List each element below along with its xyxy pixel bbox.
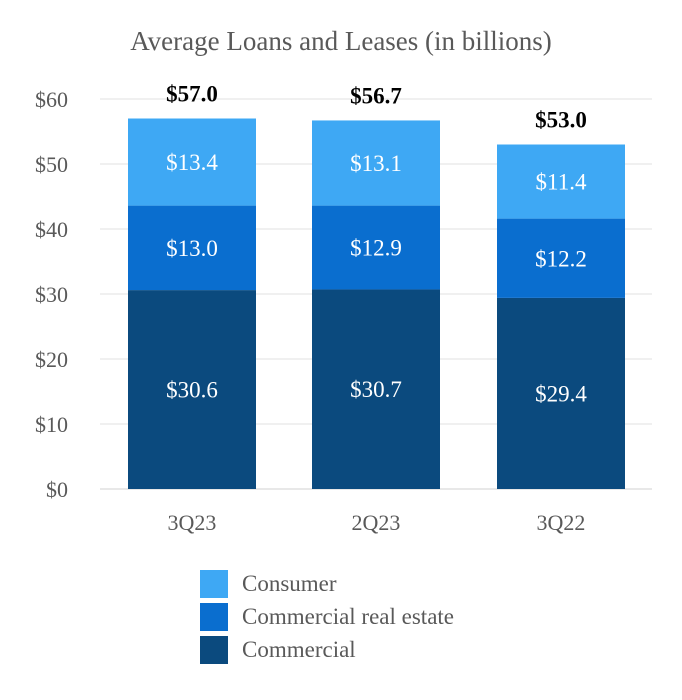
legend-label: Consumer — [242, 570, 337, 596]
segment-value-label: $30.7 — [350, 377, 402, 402]
y-tick-label: $40 — [35, 217, 68, 242]
y-tick-label: $30 — [35, 282, 68, 307]
bar-segment — [128, 205, 256, 291]
segment-value-label: $29.4 — [535, 381, 587, 406]
total-value-label: $53.0 — [535, 108, 587, 133]
segment-value-label: $12.2 — [535, 246, 587, 271]
total-value-label: $57.0 — [166, 82, 218, 107]
total-value-label: $56.7 — [350, 83, 402, 108]
chart-title: Average Loans and Leases (in billions) — [130, 26, 552, 56]
bar-segment — [312, 120, 440, 206]
x-tick-label: 3Q22 — [537, 510, 586, 535]
segment-value-label: $13.4 — [166, 150, 218, 175]
legend-item: Commercial — [200, 634, 454, 665]
x-tick-label: 2Q23 — [352, 510, 401, 535]
bar-segment — [497, 144, 625, 219]
bar-segment — [497, 297, 625, 489]
legend-label: Commercial — [242, 636, 356, 662]
bar-segment — [128, 118, 256, 206]
legend-swatch — [200, 569, 228, 598]
segment-value-label: $11.4 — [536, 170, 587, 195]
segment-value-label: $13.1 — [350, 151, 402, 176]
x-axis: 3Q23 2Q23 3Q22 — [168, 510, 586, 535]
segment-value-label: $12.9 — [350, 236, 402, 261]
bar-segment — [497, 218, 625, 298]
segment-value-label: $30.6 — [166, 378, 218, 403]
y-axis: $0 $10 $20 $30 $40 $50 $60 — [35, 87, 68, 502]
bar-segment — [312, 289, 440, 489]
x-tick-label: 3Q23 — [168, 510, 217, 535]
y-tick-label: $20 — [35, 347, 68, 372]
legend-swatch — [200, 635, 228, 664]
y-tick-label: $10 — [35, 412, 68, 437]
bars: $30.6 $13.0 $13.4 $57.0 $30.7 $12.9 $13.1 $56.7… — [128, 82, 625, 489]
bar-segment — [128, 290, 256, 489]
segment-value-label: $13.0 — [166, 236, 218, 261]
plot-area: $0 $10 $20 $30 $40 $50 $60 $30.6 $13.0 $13.4 $57.… — [35, 82, 652, 535]
bar-segment — [312, 205, 440, 290]
legend: Consumer Commercial real estate Commercial — [200, 568, 454, 667]
legend-item: Consumer — [200, 568, 454, 599]
legend-label: Commercial real estate — [242, 603, 455, 629]
y-tick-label: $0 — [46, 477, 68, 502]
y-tick-label: $60 — [35, 87, 68, 112]
legend-swatch — [200, 602, 228, 631]
legend-item: Commercial real estate — [200, 601, 454, 632]
y-tick-label: $50 — [35, 152, 68, 177]
